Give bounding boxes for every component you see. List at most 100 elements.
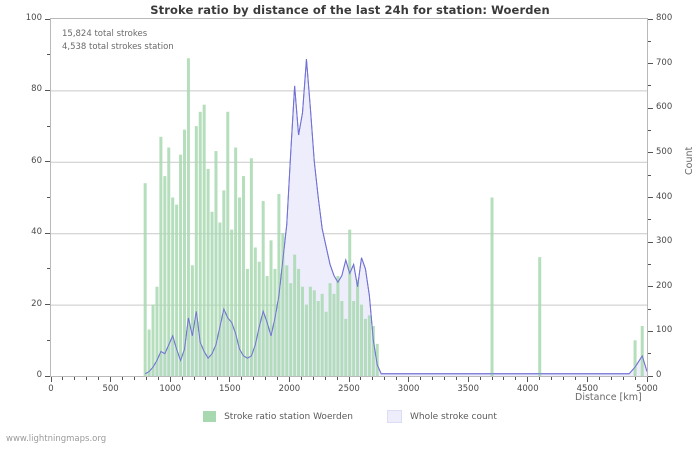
bar: [293, 254, 297, 376]
bar: [332, 293, 336, 376]
x-tick: [98, 377, 100, 380]
bar: [238, 197, 242, 376]
x-tick: [598, 377, 600, 380]
legend-swatch-area-icon: [386, 410, 402, 423]
x-tick: [467, 377, 469, 382]
x-tick: [539, 377, 541, 380]
x-tick: [396, 377, 398, 380]
bar: [194, 126, 198, 376]
legend-swatch-bar-icon: [203, 411, 217, 422]
x-tick: [455, 377, 457, 380]
x-tick: [169, 377, 171, 382]
bar: [245, 268, 249, 376]
bar: [269, 240, 273, 376]
x-tick: [491, 377, 493, 380]
y-left-tick-label: 80: [31, 84, 42, 95]
bar: [218, 222, 222, 376]
x-tick: [122, 377, 124, 380]
x-tick-label: 4000: [516, 384, 539, 394]
bar: [226, 111, 230, 376]
bar: [230, 229, 234, 376]
bar: [360, 304, 364, 376]
x-axis-label: Distance [km]: [575, 392, 642, 403]
bar: [289, 283, 293, 376]
series-stroke-ratio: [143, 58, 644, 376]
bar: [222, 190, 226, 376]
y-axis-right-label: Count: [684, 146, 695, 175]
bar: [277, 193, 281, 376]
x-tick: [288, 377, 290, 382]
bar: [328, 283, 332, 376]
bar: [183, 129, 186, 376]
bar: [242, 176, 246, 376]
bar: [340, 301, 344, 376]
x-tick: [420, 377, 422, 380]
chart-legend: Stroke ratio station Woerden Whole strok…: [0, 410, 700, 423]
y-right-tick: [648, 130, 651, 132]
x-tick: [622, 377, 624, 380]
bar: [151, 304, 155, 376]
bar: [265, 276, 269, 376]
x-tick-label: 5000: [636, 384, 658, 394]
bar: [143, 183, 147, 376]
x-tick: [563, 377, 565, 380]
x-tick-label: 3000: [397, 384, 420, 394]
line-whole-stroke-count-overlay: [144, 59, 647, 375]
y-right-tick: [648, 197, 653, 198]
x-tick: [431, 377, 433, 380]
bar: [336, 276, 340, 376]
x-tick: [265, 377, 267, 380]
bar: [190, 265, 194, 376]
bar: [316, 301, 320, 376]
plot-canvas: [51, 58, 647, 376]
x-tick: [205, 377, 207, 380]
bar: [175, 204, 179, 376]
y-right-tick-label: 200: [656, 280, 673, 291]
x-tick: [646, 377, 648, 382]
x-tick: [324, 377, 326, 380]
y-left-tick: [45, 18, 50, 20]
x-tick: [276, 377, 278, 380]
plot-area: [50, 18, 648, 377]
y-right-tick-label: 300: [656, 236, 673, 247]
x-tick: [336, 377, 338, 380]
x-tick: [193, 377, 195, 380]
bar: [234, 147, 238, 376]
bar: [320, 293, 324, 376]
x-tick: [312, 377, 314, 380]
x-tick-label: 500: [102, 384, 119, 394]
legend-item-whole-count: Whole stroke count: [386, 410, 497, 423]
x-tick-label: 2000: [278, 384, 301, 394]
y-left-tick: [45, 375, 50, 377]
y-right-tick: [648, 263, 651, 265]
y-left-tick: [47, 197, 50, 198]
bar: [538, 257, 542, 376]
y-left-tick: [47, 54, 50, 56]
y-right-tick: [648, 152, 653, 154]
x-tick: [372, 377, 374, 380]
y-left-tick: [45, 232, 50, 234]
x-tick: [62, 377, 64, 380]
y-right-tick: [648, 241, 653, 243]
x-tick: [300, 377, 302, 380]
bar: [253, 247, 257, 376]
y-right-tick: [648, 18, 653, 20]
bar: [367, 315, 371, 376]
x-tick: [574, 377, 576, 380]
bar: [301, 286, 305, 376]
x-tick: [86, 377, 88, 380]
annotation-total-strokes-station: 4,538 total strokes station: [62, 42, 174, 52]
y-left-tick: [45, 161, 50, 163]
x-tick-label: 2500: [338, 384, 360, 394]
bar: [363, 318, 367, 376]
x-tick: [408, 377, 410, 382]
bar: [281, 233, 285, 376]
bar: [214, 151, 218, 376]
y-left-tick-label: 100: [25, 13, 42, 23]
y-right-tick: [648, 308, 651, 310]
x-tick: [634, 377, 636, 380]
x-tick: [74, 377, 76, 380]
footer-watermark: www.lightningmaps.org: [6, 434, 107, 444]
y-left-tick-label: 60: [31, 155, 42, 166]
